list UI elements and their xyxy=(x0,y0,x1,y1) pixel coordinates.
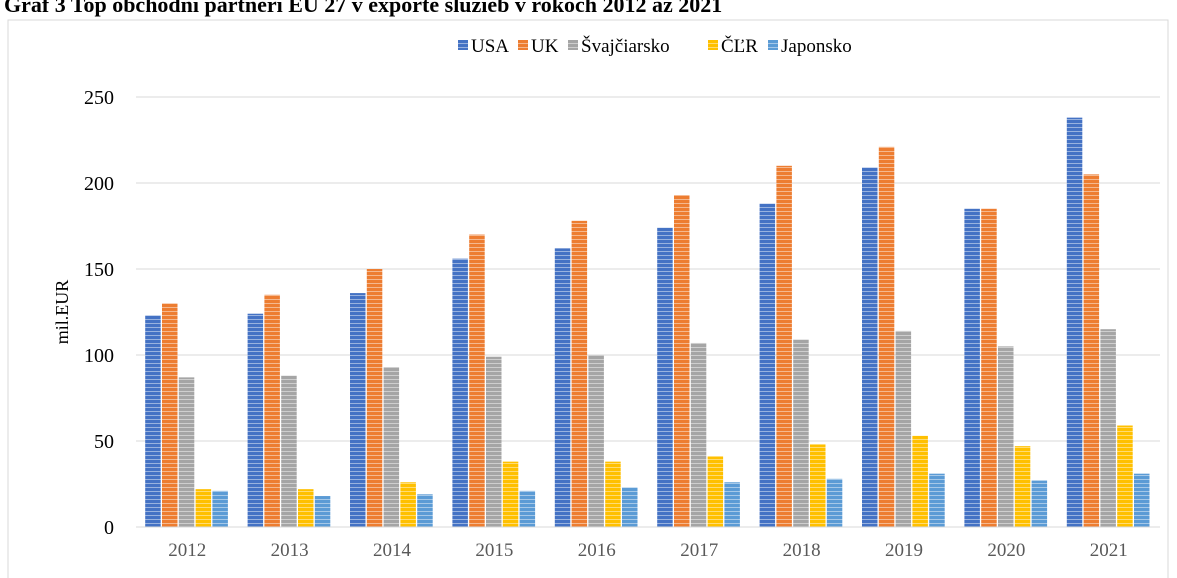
bar xyxy=(793,339,809,527)
legend-label: Japonsko xyxy=(781,36,852,57)
bar xyxy=(862,167,878,527)
bar xyxy=(178,377,195,527)
bar xyxy=(605,461,621,527)
bar xyxy=(383,367,400,527)
x-tick-label: 2013 xyxy=(271,540,309,561)
x-tick-label: 2016 xyxy=(578,540,616,561)
bar xyxy=(878,146,895,527)
legend-swatch xyxy=(518,40,528,50)
bar xyxy=(145,315,161,527)
x-tick-label: 2012 xyxy=(168,540,206,561)
bar xyxy=(1083,174,1100,527)
y-tick-label: 150 xyxy=(84,259,114,281)
bar xyxy=(571,220,588,527)
bar xyxy=(314,496,331,527)
x-tick-label: 2019 xyxy=(885,540,923,561)
bar xyxy=(964,208,980,528)
legend-label: USA xyxy=(471,36,509,57)
x-tick-label: 2014 xyxy=(373,540,412,561)
y-tick-label: 50 xyxy=(94,431,114,453)
bar xyxy=(724,482,740,527)
bar xyxy=(1134,473,1150,527)
bar xyxy=(759,203,776,527)
legend-swatch xyxy=(568,40,578,50)
bar xyxy=(554,248,571,528)
legend-swatch xyxy=(768,40,778,50)
x-tick-label: 2015 xyxy=(475,540,513,561)
bar xyxy=(1100,329,1116,527)
bar xyxy=(657,227,673,527)
bar xyxy=(469,234,485,527)
bar xyxy=(400,482,416,527)
bar xyxy=(247,313,264,527)
bar xyxy=(810,444,826,527)
bar xyxy=(929,473,945,527)
bar xyxy=(674,195,690,528)
bar xyxy=(707,456,724,527)
bar xyxy=(350,293,366,527)
x-tick-label: 2020 xyxy=(987,540,1025,561)
chart-title: Graf 3 Top obchodní partneri EÚ 27 v exp… xyxy=(4,0,722,17)
x-tick-label: 2017 xyxy=(680,540,718,561)
bar xyxy=(776,165,792,528)
legend-label: ČĽR xyxy=(721,35,758,57)
y-axis-label: mil.EUR xyxy=(52,280,72,345)
bar xyxy=(1031,480,1048,527)
bar xyxy=(981,208,997,528)
bar xyxy=(1066,117,1083,527)
bar xyxy=(264,294,280,527)
bar xyxy=(826,478,843,527)
legend-swatch xyxy=(708,40,718,50)
bar xyxy=(298,489,314,527)
bar xyxy=(912,435,928,527)
legend-label: Švajčiarsko xyxy=(581,35,670,57)
y-tick-label: 250 xyxy=(84,87,114,109)
bar xyxy=(417,494,433,527)
bar xyxy=(366,269,383,527)
y-tick-label: 200 xyxy=(84,173,114,195)
bar xyxy=(1014,446,1031,527)
bar xyxy=(1117,425,1133,527)
legend-swatch xyxy=(458,40,468,50)
bar xyxy=(502,461,519,527)
y-tick-label: 0 xyxy=(104,517,114,539)
bar xyxy=(486,356,502,527)
bar xyxy=(195,489,212,527)
bar xyxy=(690,342,707,527)
x-tick-label: 2021 xyxy=(1090,540,1128,561)
bar xyxy=(519,490,536,527)
bar xyxy=(212,490,228,527)
bar xyxy=(998,346,1014,527)
bar xyxy=(895,330,912,527)
bar xyxy=(622,487,638,527)
y-tick-label: 100 xyxy=(84,345,114,367)
bar xyxy=(162,303,178,527)
bar xyxy=(452,258,468,527)
x-tick-label: 2018 xyxy=(783,540,821,561)
bar xyxy=(281,375,297,527)
legend-label: UK xyxy=(531,36,559,57)
bar xyxy=(588,355,604,527)
